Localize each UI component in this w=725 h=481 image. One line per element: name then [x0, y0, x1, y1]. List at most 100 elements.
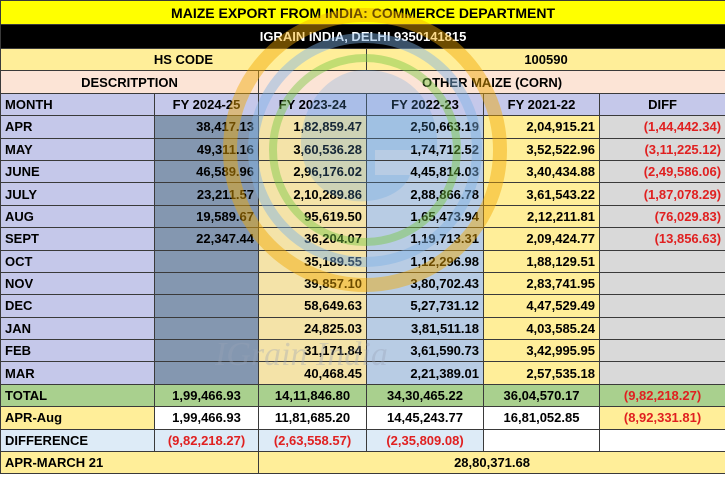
- header-month: MONTH: [0, 92, 155, 117]
- hs-code-value: 100590: [365, 47, 725, 72]
- fy-2022-23-cell: 1,74,712.52: [366, 137, 484, 161]
- fy-2022-23-cell: 3,80,702.43: [366, 271, 484, 296]
- month-cell: MAY: [0, 137, 155, 161]
- fy-2024-25-cell: [154, 271, 259, 296]
- difference-fy-2023-24: (2,63,558.57): [258, 428, 367, 453]
- apr-aug-fy-2024-25: 1,99,466.93: [154, 406, 259, 430]
- table-row: APR 38,417.13 1,82,859.47 2,50,663.19 2,…: [0, 115, 725, 139]
- fy-2022-23-cell: 1,12,296.98: [366, 249, 484, 273]
- table-row: AUG 19,589.67 95,619.50 1,65,473.94 2,12…: [0, 204, 725, 229]
- fy-2021-22-cell: 2,57,535.18: [483, 361, 600, 385]
- sheet-title: MAIZE EXPORT FROM INDIA: COMMERCE DEPART…: [0, 0, 725, 25]
- fy-2022-23-cell: 3,61,590.73: [366, 339, 484, 363]
- total-fy-2022-23: 34,30,465.22: [366, 383, 484, 408]
- fy-2021-22-cell: 4,47,529.49: [483, 294, 600, 318]
- table-row: OCT 35,189.55 1,12,296.98 1,88,129.51: [0, 249, 725, 273]
- table-row: DEC 58,649.63 5,27,731.12 4,47,529.49: [0, 294, 725, 318]
- fy-2023-24-cell: 58,649.63: [258, 294, 367, 318]
- fy-2022-23-cell: 5,27,731.12: [366, 294, 484, 318]
- apr-aug-label: APR-Aug: [0, 406, 155, 430]
- table-row: JULY 23,211.57 2,10,289.86 2,88,866.78 3…: [0, 182, 725, 206]
- total-fy-2023-24: 14,11,846.80: [258, 383, 367, 408]
- month-cell: APR: [0, 115, 155, 139]
- apr-aug-row: APR-Aug 1,99,466.93 11,81,685.20 14,45,2…: [0, 406, 725, 430]
- header-fy-2023-24: FY 2023-24: [258, 92, 367, 117]
- fy-2024-25-cell: [154, 339, 259, 363]
- fy-2021-22-cell: 1,88,129.51: [483, 249, 600, 273]
- difference-fy-2024-25: (9,82,218.27): [154, 428, 259, 453]
- fy-2024-25-cell: 38,417.13: [154, 115, 259, 139]
- fy-2021-22-cell: 4,03,585.24: [483, 316, 600, 341]
- apr-aug-diff: (8,92,331.81): [598, 406, 725, 430]
- fy-2023-24-cell: 2,10,289.86: [258, 182, 367, 206]
- total-fy-2021-22: 36,04,570.17: [483, 383, 600, 408]
- total-label: TOTAL: [0, 383, 155, 408]
- fy-2022-23-cell: 2,50,663.19: [366, 115, 484, 139]
- month-cell: SEPT: [0, 227, 155, 251]
- fy-2023-24-cell: 31,171.84: [258, 339, 367, 363]
- month-cell: JUNE: [0, 159, 155, 184]
- fy-2023-24-cell: 36,204.07: [258, 227, 367, 251]
- total-diff: (9,82,218.27): [598, 383, 725, 408]
- diff-cell: [598, 339, 725, 363]
- apr-aug-fy-2023-24: 11,81,685.20: [258, 406, 367, 430]
- fy-2024-25-cell: [154, 316, 259, 341]
- month-cell: JULY: [0, 182, 155, 206]
- fy-2023-24-cell: 2,96,176.02: [258, 159, 367, 184]
- column-header-row: MONTH FY 2024-25 FY 2023-24 FY 2022-23 F…: [0, 92, 725, 117]
- difference-label: DIFFERENCE: [0, 428, 155, 453]
- fy-2024-25-cell: 46,589.96: [154, 159, 259, 184]
- fy-2021-22-cell: 2,83,741.95: [483, 271, 600, 296]
- difference-empty-cell: [598, 428, 725, 453]
- fy-2024-25-cell: [154, 361, 259, 385]
- table-row: JAN 24,825.03 3,81,511.18 4,03,585.24: [0, 316, 725, 341]
- fy-2023-24-cell: 40,468.45: [258, 361, 367, 385]
- fy-2022-23-cell: 2,21,389.01: [366, 361, 484, 385]
- table-row: NOV 39,857.10 3,80,702.43 2,83,741.95: [0, 271, 725, 296]
- fy-2022-23-cell: 2,88,866.78: [366, 182, 484, 206]
- total-fy-2024-25: 1,99,466.93: [154, 383, 259, 408]
- diff-cell: [598, 271, 725, 296]
- fy-2024-25-cell: 19,589.67: [154, 204, 259, 229]
- apr-aug-fy-2021-22: 16,81,052.85: [483, 406, 600, 430]
- month-cell: FEB: [0, 339, 155, 363]
- fy-2021-22-cell: 3,52,522.96: [483, 137, 600, 161]
- diff-cell: (76,029.83): [598, 204, 725, 229]
- month-cell: NOV: [0, 271, 155, 296]
- fy-2021-22-cell: 2,04,915.21: [483, 115, 600, 139]
- month-cell: OCT: [0, 249, 155, 273]
- table-row: MAY 49,311.16 3,60,536.28 1,74,712.52 3,…: [0, 137, 725, 161]
- fy-2022-23-cell: 1,65,473.94: [366, 204, 484, 229]
- difference-row: DIFFERENCE (9,82,218.27) (2,63,558.57) (…: [0, 428, 725, 453]
- diff-cell: [598, 294, 725, 318]
- hs-code-label: HS CODE: [0, 47, 367, 72]
- month-cell: DEC: [0, 294, 155, 318]
- difference-empty-cell: [483, 428, 600, 453]
- apr-march-row: APR-MARCH 21 28,80,371.68: [0, 451, 725, 475]
- fy-2023-24-cell: 24,825.03: [258, 316, 367, 341]
- difference-fy-2022-23: (2,35,809.08): [366, 428, 484, 453]
- fy-2023-24-cell: 3,60,536.28: [258, 137, 367, 161]
- apr-aug-fy-2022-23: 14,45,243.77: [366, 406, 484, 430]
- description-label: DESCRITPTION: [0, 70, 259, 94]
- diff-cell: (3,11,225.12): [598, 137, 725, 161]
- fy-2022-23-cell: 3,81,511.18: [366, 316, 484, 341]
- fy-2021-22-cell: 3,61,543.22: [483, 182, 600, 206]
- description-value: OTHER MAIZE (CORN): [257, 70, 725, 94]
- fy-2024-25-cell: 23,211.57: [154, 182, 259, 206]
- fy-2021-22-cell: 3,40,434.88: [483, 159, 600, 184]
- month-cell: AUG: [0, 204, 155, 229]
- diff-cell: (1,44,442.34): [598, 115, 725, 139]
- month-cell: JAN: [0, 316, 155, 341]
- diff-cell: (2,49,586.06): [598, 159, 725, 184]
- sheet-subtitle: IGRAIN INDIA, DELHI 9350141815: [0, 24, 725, 49]
- table-row: FEB 31,171.84 3,61,590.73 3,42,995.95: [0, 339, 725, 363]
- diff-cell: [598, 316, 725, 341]
- fy-2023-24-cell: 95,619.50: [258, 204, 367, 229]
- fy-2021-22-cell: 2,12,211.81: [483, 204, 600, 229]
- diff-cell: (13,856.63): [598, 227, 725, 251]
- header-diff: DIFF: [598, 92, 725, 117]
- table-row: JUNE 46,589.96 2,96,176.02 4,45,814.03 3…: [0, 159, 725, 184]
- fy-2021-22-cell: 3,42,995.95: [483, 339, 600, 363]
